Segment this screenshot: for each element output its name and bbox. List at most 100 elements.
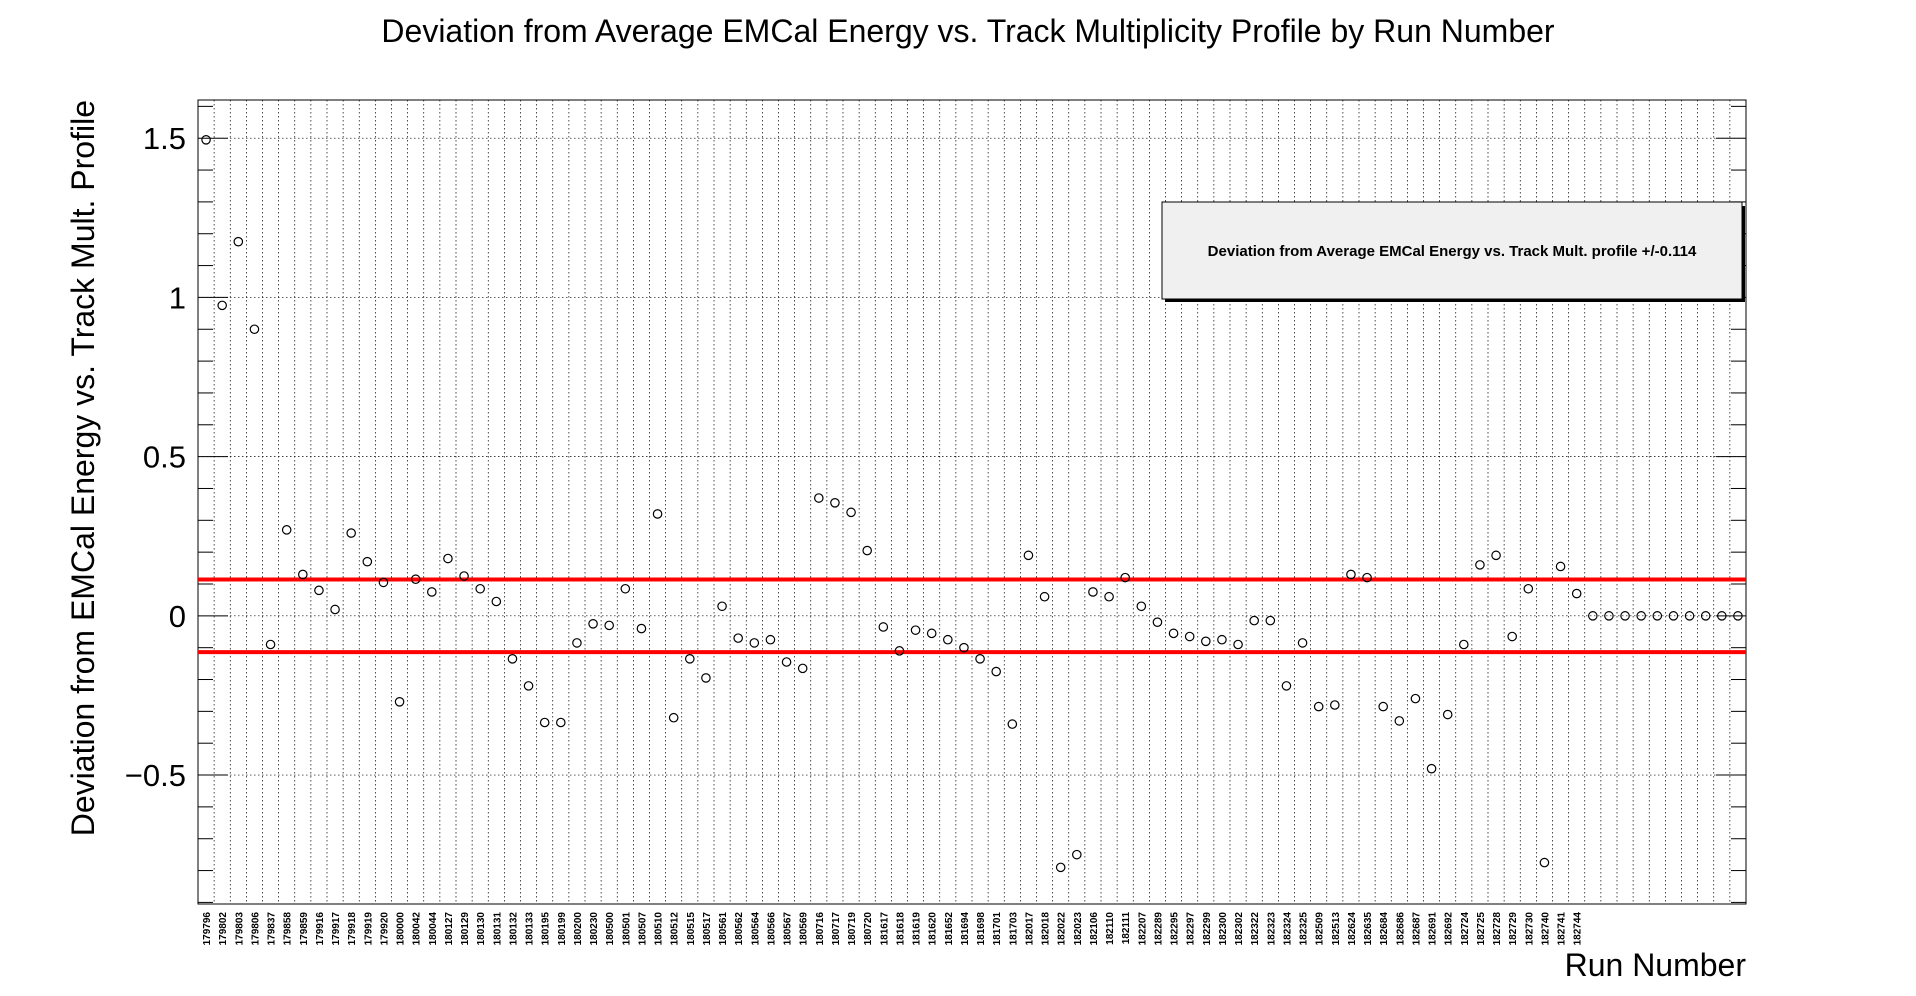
x-axis: 179796 179802 179803 179806 179837 179858 1798… (202, 912, 1584, 946)
x-tick-label: 179917 (331, 912, 342, 946)
data-point (1362, 572, 1372, 583)
x-tick-label: 180133 (525, 912, 536, 946)
x-tick-label: 180127 (444, 912, 455, 946)
data-point (1652, 611, 1663, 621)
data-points (201, 135, 1743, 873)
x-tick-label: 180501 (621, 912, 632, 946)
data-point (1039, 591, 1050, 602)
data-point (926, 628, 937, 639)
x-tick-label: 182740 (1540, 912, 1551, 946)
x-tick-label: 182724 (1460, 912, 1471, 946)
x-tick-label: 180512 (670, 912, 681, 946)
data-point (1717, 611, 1727, 621)
x-tick-label: 180130 (476, 912, 487, 946)
x-tick-label: 181703 (1008, 912, 1019, 946)
x-tick-label: 182691 (1428, 912, 1439, 946)
legend-box (1161, 201, 1743, 300)
data-point (588, 618, 598, 629)
x-tick-label: 179920 (379, 912, 390, 946)
x-tick-label: 182624 (1347, 912, 1358, 946)
x-tick-label: 182299 (1202, 912, 1213, 946)
x-tick-label: 180129 (460, 912, 471, 946)
data-point (217, 300, 227, 311)
x-tick-label: 179918 (347, 912, 358, 946)
data-point (362, 556, 373, 567)
data-point (1217, 634, 1227, 645)
data-point (975, 654, 985, 664)
x-tick-label: 180717 (831, 912, 842, 946)
data-point (1684, 611, 1695, 621)
data-point (443, 553, 453, 564)
data-point (1168, 628, 1179, 639)
data-point (491, 596, 502, 607)
data-point (346, 528, 356, 538)
data-point (862, 545, 872, 556)
data-point (1201, 636, 1211, 647)
x-tick-label: 181701 (992, 912, 1003, 946)
x-tick-label: 182686 (1395, 912, 1406, 946)
x-tick-label: 181617 (879, 912, 890, 946)
x-tick-label: 181619 (912, 912, 923, 946)
x-tick-label: 182297 (1186, 912, 1197, 946)
x-tick-label: 180199 (557, 912, 568, 946)
data-point (1588, 611, 1598, 621)
x-tick-label: 181698 (976, 912, 987, 946)
x-tick-label: 180200 (573, 912, 584, 946)
data-point (378, 577, 389, 588)
x-tick-label: 179916 (315, 912, 326, 946)
x-tick-label: 182300 (1218, 912, 1229, 946)
data-point (1394, 716, 1405, 726)
x-tick-label: 182509 (1315, 912, 1326, 946)
x-tick-label: 182295 (1170, 912, 1181, 946)
data-point (1636, 611, 1646, 621)
data-point (459, 571, 469, 581)
data-point (749, 638, 760, 648)
x-tick-label: 179859 (299, 912, 310, 946)
data-point (394, 697, 405, 707)
x-axis-title: Run Number (1565, 947, 1747, 983)
y-tick-label: 1 (169, 280, 186, 315)
x-tick-label: 181620 (928, 912, 939, 946)
x-tick-label: 180042 (412, 912, 423, 946)
data-point (1668, 611, 1679, 621)
data-point (1539, 857, 1550, 868)
x-tick-label: 180719 (847, 912, 858, 946)
data-point (685, 654, 695, 664)
y-tick-label: 1.5 (143, 121, 186, 156)
x-tick-label: 179802 (218, 912, 229, 946)
x-tick-label: 182322 (1250, 912, 1261, 946)
data-point (1555, 561, 1566, 572)
data-point (1072, 849, 1082, 860)
data-point (1475, 560, 1485, 570)
data-point (281, 525, 292, 535)
data-point (1152, 617, 1163, 628)
x-tick-label: 182207 (1137, 912, 1148, 946)
data-point (507, 654, 518, 664)
data-point (1249, 615, 1259, 626)
x-tick-label: 180515 (686, 912, 697, 946)
x-tick-label: 180720 (863, 912, 874, 946)
data-point (1426, 763, 1437, 774)
data-point (233, 236, 244, 247)
data-point (1313, 701, 1324, 712)
x-tick-label: 182017 (1024, 912, 1035, 946)
x-tick-label: 182741 (1557, 912, 1568, 946)
data-point (1136, 601, 1147, 612)
data-point (701, 673, 711, 683)
data-point (249, 324, 260, 335)
data-point (1491, 550, 1501, 561)
x-tick-label: 182023 (1073, 912, 1084, 946)
data-point (668, 712, 679, 723)
data-point (1410, 693, 1421, 704)
data-point (1620, 611, 1630, 621)
data-point (1233, 639, 1243, 650)
data-point (1378, 701, 1388, 712)
x-tick-label: 182513 (1331, 912, 1342, 946)
data-point (991, 666, 1001, 677)
x-tick-label: 180510 (654, 912, 665, 946)
data-point (1281, 681, 1292, 691)
chart-title: Deviation from Average EMCal Energy vs. … (381, 13, 1555, 49)
plot-frame (197, 99, 1747, 905)
y-tick-label: 0 (169, 599, 186, 634)
